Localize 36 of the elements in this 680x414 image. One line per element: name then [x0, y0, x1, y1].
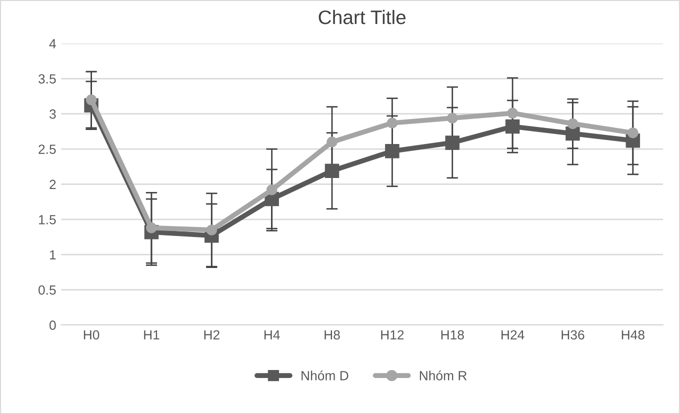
- y-tick-label: 1.5: [39, 215, 56, 224]
- x-tick-label: H1: [144, 330, 160, 340]
- x-tick-label: H48: [622, 330, 644, 340]
- point: [507, 108, 518, 119]
- x-tick-label: H4: [264, 330, 280, 340]
- x-tick-label: H0: [84, 330, 100, 340]
- point: [385, 144, 400, 158]
- point: [567, 118, 578, 130]
- x-tick-label: H12: [381, 330, 404, 340]
- x-tick-label: H8: [324, 330, 340, 340]
- point: [326, 136, 338, 148]
- point: [266, 184, 278, 196]
- legend-label: Nhóm R: [420, 370, 467, 380]
- point: [566, 126, 580, 141]
- point: [324, 164, 340, 178]
- y-tick-label: 0: [50, 320, 56, 330]
- x-tick-label: H2: [204, 330, 220, 340]
- y-tick-label: 3.5: [38, 74, 56, 84]
- point: [386, 118, 398, 128]
- point: [86, 94, 97, 106]
- y-tick-label: 3: [50, 109, 56, 119]
- y-tick-label: 4: [49, 39, 56, 48]
- legend-label: Nhóm D: [302, 370, 348, 380]
- point: [445, 136, 460, 150]
- point: [628, 127, 638, 138]
- x-tick-label: H24: [502, 330, 524, 340]
- point: [446, 112, 458, 124]
- chart-title: Chart Title: [318, 10, 406, 24]
- y-tick-label: 1: [50, 250, 56, 260]
- x-tick-label: H36: [562, 330, 584, 340]
- point: [505, 119, 520, 134]
- point: [206, 224, 218, 236]
- y-tick-label: 0.5: [38, 285, 56, 295]
- x-tick-label: H18: [441, 330, 464, 340]
- y-tick-label: 2: [50, 180, 56, 190]
- y-tick-label: 2.5: [38, 144, 56, 154]
